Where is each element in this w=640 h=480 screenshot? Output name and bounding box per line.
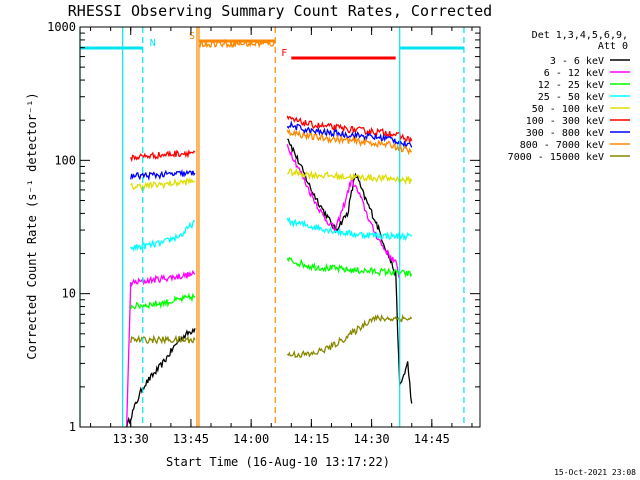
series-line-0-segment-0 [126,327,196,428]
series-line-8-segment-0 [130,334,196,345]
flag-label-n: N [150,38,156,49]
x-tick-label-0: 13:30 [113,432,149,446]
series-line-1-segment-1 [286,144,401,279]
x-axis-label: Start Time (16-Aug-10 13:17:22) [166,455,390,469]
y-tick-label-3: 1000 [47,20,76,34]
plot-frame [79,26,481,428]
legend-header-1: Att 0 [598,41,628,52]
legend-label-2: 12 - 25 keV [538,80,604,91]
series-layer [126,38,413,428]
series-line-1-segment-0 [126,269,196,425]
series-line-2-segment-0 [130,292,196,310]
series-line-6-segment-1 [286,120,413,149]
series-line-4-segment-0 [130,177,196,192]
legend-header-0: Det 1,3,4,5,6,9, [532,30,628,41]
legend-label-0: 3 - 6 keV [550,56,604,67]
series-line-5-segment-0 [130,149,196,163]
legend-label-6: 300 - 800 keV [526,128,604,139]
chart-title: RHESSI Observing Summary Count Rates, Co… [68,2,492,20]
series-line-3-segment-1 [286,216,413,242]
flag-bar-layer: N S F [80,31,464,60]
x-tick-label-2: 14:00 [233,432,269,446]
series-line-3-segment-0 [130,219,196,252]
y-tick-label-1: 10 [62,287,76,301]
legend-label-8: 7000 - 15000 keV [508,152,604,163]
series-line-2-segment-1 [286,256,413,279]
series-line-5-segment-1 [286,115,413,143]
axes-layer: 13:30 13:45 14:00 14:15 14:30 14:45 1 10 100 1000 [47,20,481,446]
x-tick-label-1: 13:45 [173,432,209,446]
legend-label-5: 100 - 300 keV [526,116,604,127]
series-line-6-segment-0 [130,168,196,181]
series-line-0-segment-1 [287,138,413,404]
y-axis-label: Corrected Count Rate (s⁻¹ detector⁻¹) [25,92,39,359]
series-line-4-segment-1 [287,167,413,186]
legend-label-7: 800 - 7000 keV [520,140,604,151]
legend-label-4: 50 - 100 keV [532,104,604,115]
y-tick-label-0: 1 [69,420,76,434]
date-stamp: 15-Oct-2021 23:08 [554,468,636,477]
x-tick-label-5: 14:45 [414,432,450,446]
flag-label-f: F [281,48,287,59]
series-line-8-segment-1 [286,314,413,359]
flag-label-s: S [189,31,195,42]
legend-label-3: 25 - 50 keV [538,92,604,103]
legend-label-1: 6 - 12 keV [544,68,604,79]
x-tick-label-3: 14:15 [293,432,329,446]
y-tick-label-2: 100 [54,153,76,167]
x-tick-label-4: 14:30 [354,432,390,446]
series-line-7-segment-1 [286,128,413,156]
